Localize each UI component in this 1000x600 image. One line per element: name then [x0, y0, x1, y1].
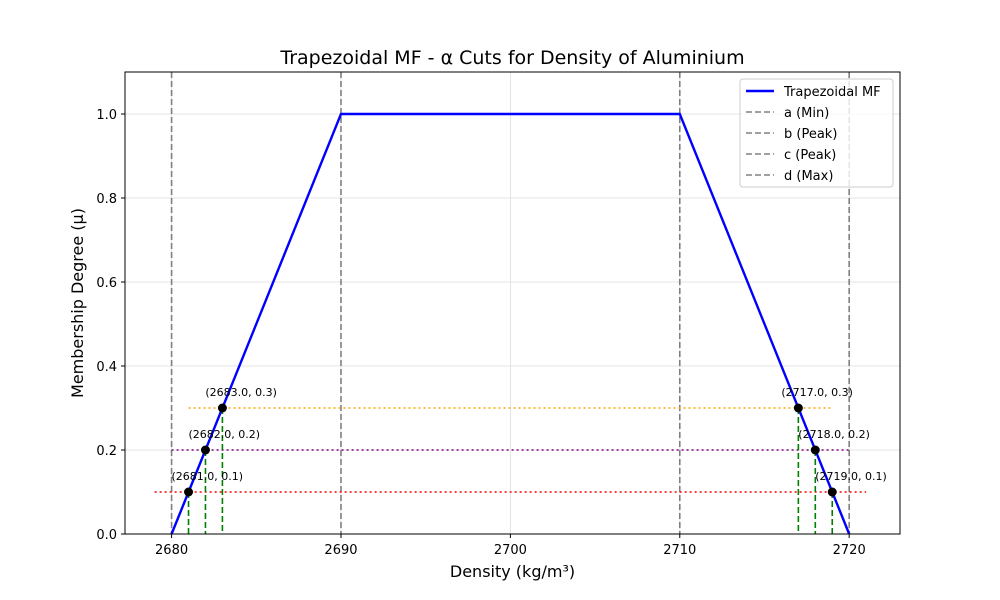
y-tick-label: 0.8 [96, 192, 117, 207]
series-line [170, 112, 851, 535]
legend: Trapezoidal MF a (Min) b (Peak) c (Peak) d (… [739, 78, 894, 188]
point-annotation: (2717.0, 0.3) [781, 386, 853, 399]
legend-label: c (Peak) [784, 148, 836, 163]
point-annotation: (2718.0, 0.2) [798, 428, 870, 441]
x-tick-label: 2710 [663, 543, 696, 558]
y-axis-label: Membership Degree (μ) [68, 208, 87, 398]
annotations: (2681.0, 0.1) (2719.0, 0.1) (2682.0, 0.2) (… [172, 386, 887, 483]
alpha-cut-drop-lines [187, 408, 834, 534]
alpha-cut-point [827, 487, 837, 497]
alpha-cut-point [810, 445, 820, 455]
y-tick-label: 0.6 [96, 276, 117, 291]
point-annotation: (2681.0, 0.1) [172, 470, 244, 483]
legend-label: d (Max) [784, 169, 833, 184]
plot-frame [124, 71, 901, 535]
alpha-cut-point [184, 487, 194, 497]
y-tick-label: 0.2 [96, 444, 117, 459]
point-annotation: (2682.0, 0.2) [188, 428, 260, 441]
point-annotation: (2719.0, 0.1) [815, 470, 887, 483]
legend-label: Trapezoidal MF [783, 85, 881, 100]
alpha-cut-markers [184, 403, 837, 497]
y-tick-label: 1.0 [96, 108, 117, 123]
x-tick-label: 2720 [833, 543, 866, 558]
legend-box [739, 78, 894, 188]
legend-label: a (Min) [784, 106, 829, 121]
alpha-cut-point [217, 403, 227, 413]
x-tick-label: 2690 [324, 543, 357, 558]
legend-label: b (Peak) [784, 127, 837, 142]
x-axis-label: Density (kg/m³) [450, 562, 575, 581]
alpha-cut-lines [154, 407, 867, 493]
y-tick-label: 0.0 [96, 528, 117, 543]
axis-ticks: 2680 2690 2700 2710 2720 0.0 0.2 0.4 0.6 0.8 1.0 [96, 108, 865, 558]
x-tick-label: 2680 [155, 543, 188, 558]
point-annotation: (2683.0, 0.3) [205, 386, 277, 399]
y-tick-label: 0.4 [96, 360, 117, 375]
alpha-cut-point [793, 403, 803, 413]
alpha-cut-point [200, 445, 210, 455]
x-tick-label: 2700 [494, 543, 527, 558]
chart-title: Trapezoidal MF - α Cuts for Density of A… [279, 47, 744, 69]
series [170, 112, 851, 535]
